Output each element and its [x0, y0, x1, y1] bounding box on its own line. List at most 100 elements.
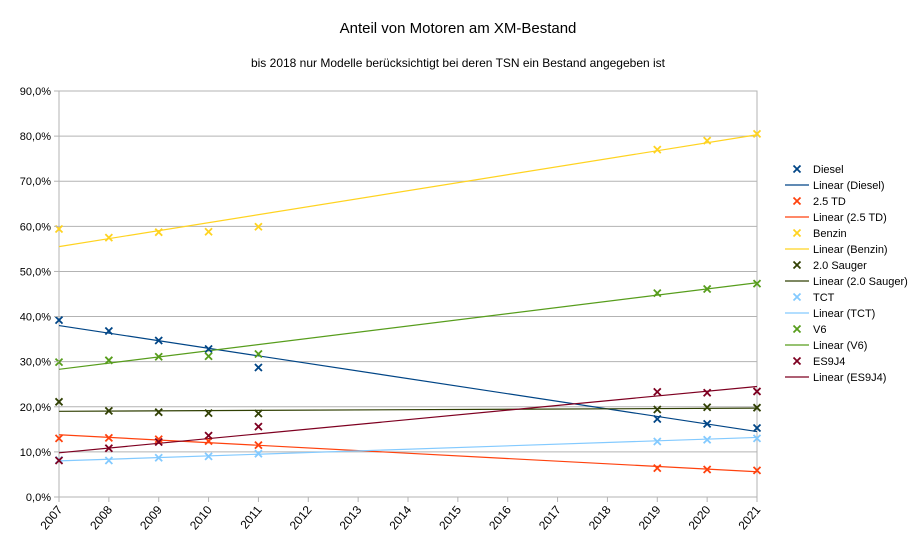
- marker-stroke: [104, 456, 113, 465]
- data-point-3: [154, 408, 163, 417]
- data-point-3: [54, 397, 64, 406]
- data-point-4: [104, 456, 113, 465]
- marker-stroke: [204, 352, 213, 361]
- data-point-5: [254, 349, 263, 359]
- data-point-0: [104, 326, 113, 336]
- data-point-5: [703, 284, 712, 294]
- data-point-6: [703, 388, 712, 397]
- legend-label: Linear (2.5 TD): [813, 212, 887, 224]
- marker-stroke: [254, 422, 263, 431]
- legend: Diesel Linear (Diesel) 2.5 TD Linear (2.5 T…: [785, 164, 908, 384]
- data-point-6: [54, 456, 64, 465]
- marker-stroke: [204, 227, 213, 236]
- data-point-5: [154, 352, 163, 361]
- data-point-2: [104, 233, 113, 242]
- data-point-6: [653, 387, 662, 397]
- data-point-3: [752, 403, 762, 412]
- data-point-3: [703, 403, 712, 412]
- x-tick-label: 2020: [686, 503, 714, 533]
- marker-stroke: [752, 387, 762, 396]
- marker-stroke: [792, 228, 802, 238]
- y-tick-label: 90,0%: [20, 86, 51, 98]
- marker-stroke: [703, 435, 712, 444]
- data-point-3: [204, 408, 213, 418]
- y-tick-label: 80,0%: [20, 131, 51, 143]
- data-point-6: [204, 431, 213, 440]
- marker-stroke: [204, 431, 213, 440]
- legend-marker-0: [792, 164, 802, 174]
- marker-stroke: [653, 405, 662, 414]
- marker-stroke: [752, 434, 762, 443]
- marker-stroke: [204, 452, 213, 461]
- x-tick-label: 2021: [735, 503, 763, 533]
- marker-stroke: [752, 279, 762, 288]
- data-point-1: [703, 465, 712, 474]
- data-point-2: [752, 129, 762, 138]
- point-layer: [54, 129, 762, 475]
- x-tick-label: 2015: [436, 503, 464, 533]
- data-point-6: [154, 437, 163, 447]
- trendline-5: [58, 282, 758, 370]
- marker-stroke: [254, 449, 263, 458]
- marker-stroke: [792, 164, 802, 174]
- legend-marker-5: [792, 324, 802, 334]
- marker-stroke: [154, 435, 163, 444]
- marker-stroke: [104, 233, 113, 242]
- marker-stroke: [792, 196, 802, 206]
- x-tick-label: 2012: [287, 503, 315, 533]
- marker-stroke: [254, 349, 263, 359]
- marker-stroke: [204, 408, 213, 418]
- x-tick-label: 2013: [337, 503, 365, 533]
- marker-stroke: [752, 403, 762, 412]
- x-tick-label: 2008: [87, 503, 115, 533]
- y-tick-label: 70,0%: [20, 176, 51, 188]
- legend-label: 2.0 Sauger: [813, 260, 867, 272]
- marker-stroke: [104, 444, 113, 453]
- marker-stroke: [104, 356, 113, 365]
- data-point-1: [154, 435, 163, 444]
- marker-stroke: [254, 409, 263, 418]
- trendline-6: [58, 385, 758, 454]
- marker-stroke: [703, 136, 712, 145]
- legend-marker-4: [792, 292, 802, 302]
- data-point-2: [204, 227, 213, 236]
- data-point-4: [653, 437, 662, 446]
- marker-stroke: [104, 433, 113, 443]
- data-point-1: [104, 433, 113, 443]
- x-tick-label: 2018: [586, 503, 614, 533]
- legend-label: V6: [813, 324, 826, 336]
- y-tick-label: 30,0%: [20, 357, 51, 369]
- data-point-2: [703, 136, 712, 145]
- data-point-6: [254, 422, 263, 431]
- legend-marker-2: [792, 228, 802, 238]
- data-point-4: [204, 452, 213, 461]
- legend-marker-1: [792, 196, 802, 206]
- data-point-3: [104, 406, 113, 415]
- legend-label: Linear (2.0 Sauger): [813, 276, 908, 288]
- data-point-2: [653, 145, 662, 154]
- data-point-4: [703, 435, 712, 444]
- marker-stroke: [154, 228, 163, 237]
- data-point-2: [254, 222, 263, 231]
- x-tick-label: 2016: [486, 503, 514, 533]
- y-tick-label: 40,0%: [20, 312, 51, 324]
- data-point-0: [154, 336, 163, 345]
- chart-subtitle: bis 2018 nur Modelle berücksichtigt bei …: [251, 56, 666, 70]
- axis-layer: 0,0% 10,0% 20,0% 30,0% 40,0% 50,0% 60,0% 70,0% 8…: [20, 86, 764, 532]
- legend-label: Benzin: [813, 228, 847, 240]
- marker-stroke: [204, 344, 213, 354]
- data-point-0: [204, 344, 213, 354]
- data-point-4: [254, 449, 263, 458]
- marker-stroke: [792, 292, 802, 302]
- marker-stroke: [254, 222, 263, 231]
- data-point-0: [703, 419, 712, 429]
- marker-stroke: [653, 414, 662, 424]
- y-tick-label: 20,0%: [20, 402, 51, 414]
- legend-label: Linear (TCT): [813, 308, 875, 320]
- trendline-3: [58, 407, 758, 412]
- marker-stroke: [54, 316, 64, 325]
- data-point-1: [54, 434, 64, 443]
- x-tick-label: 2009: [137, 503, 165, 533]
- marker-stroke: [653, 463, 662, 473]
